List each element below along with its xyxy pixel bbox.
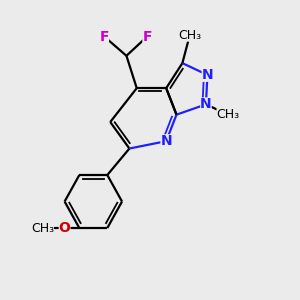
Text: CH₃: CH₃ xyxy=(178,29,201,42)
Text: N: N xyxy=(160,134,172,148)
Text: N: N xyxy=(200,98,212,111)
Text: CH₃: CH₃ xyxy=(31,221,54,235)
Text: CH₃: CH₃ xyxy=(217,108,240,121)
Text: N: N xyxy=(202,68,213,82)
Text: F: F xyxy=(142,30,152,44)
Text: F: F xyxy=(100,30,109,44)
Text: O: O xyxy=(59,221,70,235)
